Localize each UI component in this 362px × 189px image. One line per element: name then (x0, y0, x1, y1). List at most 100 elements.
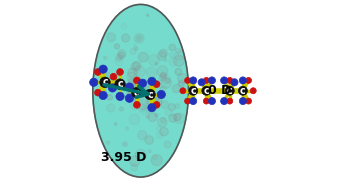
Ellipse shape (169, 58, 177, 66)
Text: c: c (147, 90, 153, 99)
Ellipse shape (148, 92, 155, 99)
Text: c: c (240, 86, 246, 96)
Circle shape (198, 79, 205, 86)
Ellipse shape (129, 78, 134, 84)
Ellipse shape (147, 81, 149, 84)
Circle shape (157, 90, 165, 99)
Ellipse shape (144, 89, 147, 91)
Text: 0 D: 0 D (208, 84, 231, 97)
Ellipse shape (115, 58, 123, 66)
Circle shape (190, 98, 197, 105)
Ellipse shape (164, 59, 167, 62)
Circle shape (189, 86, 198, 95)
Ellipse shape (162, 75, 170, 83)
Ellipse shape (173, 55, 185, 66)
Circle shape (153, 81, 160, 88)
Circle shape (239, 77, 247, 84)
Ellipse shape (155, 113, 158, 117)
Circle shape (116, 92, 124, 101)
Ellipse shape (106, 141, 110, 145)
Text: c: c (190, 86, 196, 96)
Circle shape (220, 98, 228, 105)
Ellipse shape (165, 109, 173, 116)
Ellipse shape (138, 100, 148, 110)
Circle shape (100, 77, 110, 88)
Circle shape (209, 98, 215, 105)
Text: c: c (227, 86, 233, 96)
Ellipse shape (121, 94, 123, 97)
Ellipse shape (168, 104, 176, 111)
Ellipse shape (146, 67, 157, 78)
Ellipse shape (107, 94, 113, 100)
Ellipse shape (151, 155, 162, 166)
Ellipse shape (178, 74, 188, 84)
Ellipse shape (131, 62, 140, 71)
Ellipse shape (138, 131, 147, 140)
Ellipse shape (154, 95, 159, 100)
Ellipse shape (148, 150, 151, 153)
Ellipse shape (159, 74, 167, 81)
Ellipse shape (160, 127, 168, 136)
Ellipse shape (118, 87, 122, 91)
Circle shape (115, 79, 125, 89)
Ellipse shape (155, 62, 157, 65)
Ellipse shape (136, 95, 139, 98)
Ellipse shape (134, 81, 143, 91)
Ellipse shape (114, 123, 117, 125)
Ellipse shape (134, 44, 136, 46)
Circle shape (99, 91, 107, 100)
Ellipse shape (135, 149, 146, 160)
Circle shape (138, 79, 147, 87)
Ellipse shape (134, 34, 144, 43)
Ellipse shape (135, 152, 140, 157)
Circle shape (134, 77, 140, 84)
Ellipse shape (122, 34, 130, 42)
Ellipse shape (106, 104, 115, 112)
Circle shape (227, 98, 233, 104)
Ellipse shape (149, 105, 155, 111)
Circle shape (94, 69, 101, 75)
Ellipse shape (136, 81, 139, 85)
Circle shape (148, 77, 156, 85)
Text: c: c (134, 88, 140, 98)
Ellipse shape (138, 52, 148, 62)
Circle shape (134, 101, 140, 108)
Circle shape (250, 88, 256, 94)
Ellipse shape (125, 127, 129, 130)
Ellipse shape (151, 96, 162, 107)
Circle shape (227, 77, 233, 83)
Ellipse shape (147, 78, 157, 89)
Ellipse shape (161, 101, 169, 109)
Ellipse shape (123, 142, 127, 146)
Ellipse shape (131, 164, 138, 171)
Circle shape (125, 83, 134, 91)
Ellipse shape (164, 141, 171, 148)
Circle shape (110, 73, 117, 80)
Circle shape (99, 65, 107, 73)
Ellipse shape (136, 94, 140, 98)
Ellipse shape (159, 49, 167, 57)
Ellipse shape (132, 61, 141, 70)
Ellipse shape (132, 81, 136, 85)
Circle shape (153, 101, 160, 108)
Ellipse shape (169, 53, 174, 58)
Ellipse shape (118, 52, 125, 59)
Circle shape (185, 77, 190, 83)
Ellipse shape (161, 78, 172, 88)
Ellipse shape (157, 52, 166, 60)
Ellipse shape (127, 72, 136, 82)
Ellipse shape (148, 54, 159, 66)
Ellipse shape (147, 14, 149, 16)
Circle shape (239, 98, 247, 105)
Ellipse shape (169, 44, 176, 51)
Circle shape (220, 77, 228, 84)
Ellipse shape (136, 84, 144, 92)
Ellipse shape (127, 90, 138, 101)
Ellipse shape (138, 104, 146, 112)
Ellipse shape (156, 132, 163, 138)
Ellipse shape (135, 100, 138, 103)
Ellipse shape (136, 88, 146, 97)
Ellipse shape (127, 88, 135, 96)
Ellipse shape (136, 36, 142, 41)
Circle shape (125, 94, 134, 102)
